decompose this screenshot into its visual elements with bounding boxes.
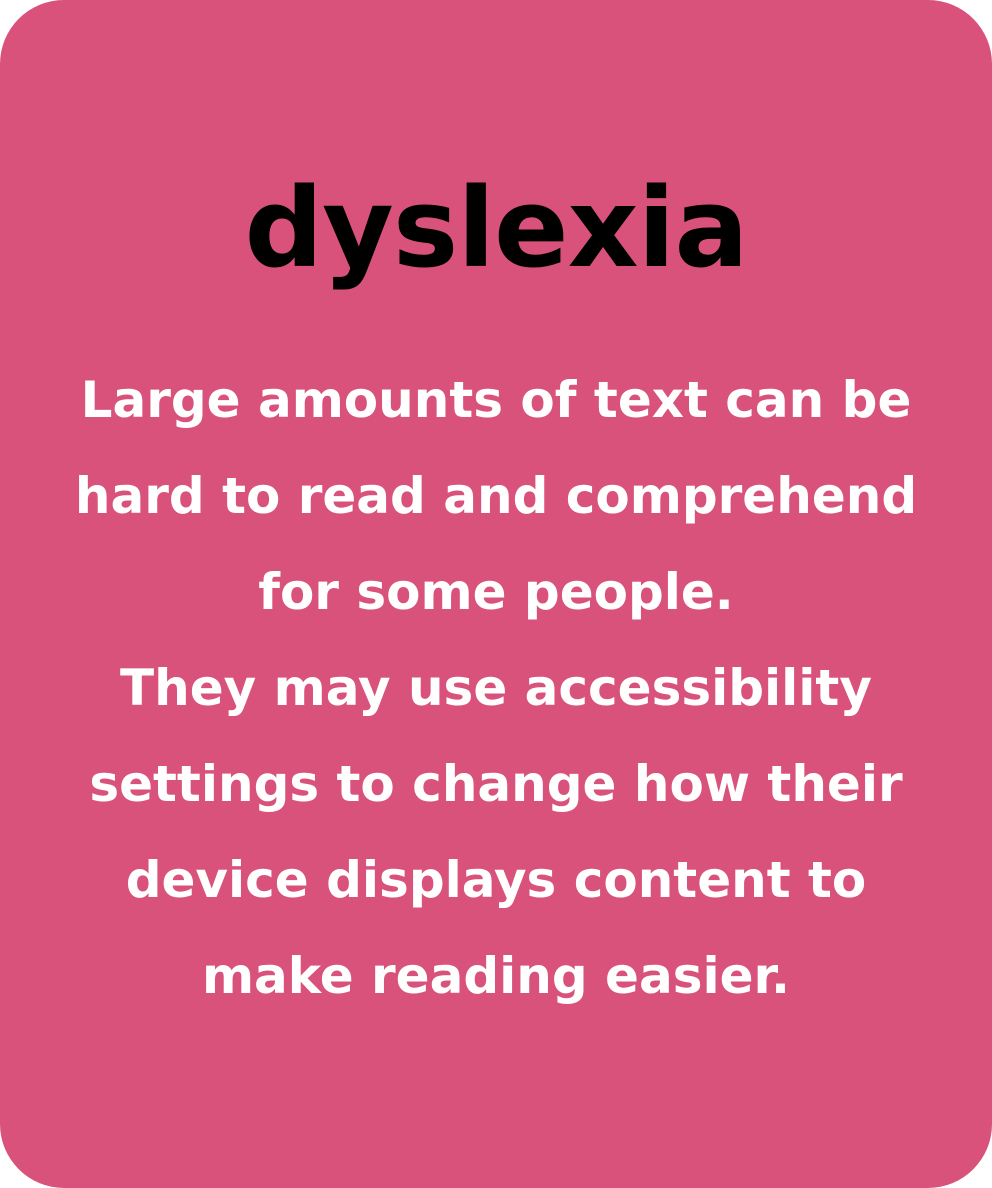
description-line: for some people.	[258, 563, 734, 621]
card-title: dyslexia	[244, 164, 748, 292]
description-line: make reading easier.	[201, 947, 791, 1005]
card-description: Large amounts of text can be hard to rea…	[40, 352, 952, 1024]
description-line: device displays content to	[125, 851, 867, 909]
description-line: They may use accessibility	[120, 659, 872, 717]
description-line: settings to change how their	[89, 755, 903, 813]
description-line: hard to read and comprehend	[74, 467, 918, 525]
description-line: Large amounts of text can be	[80, 371, 912, 429]
